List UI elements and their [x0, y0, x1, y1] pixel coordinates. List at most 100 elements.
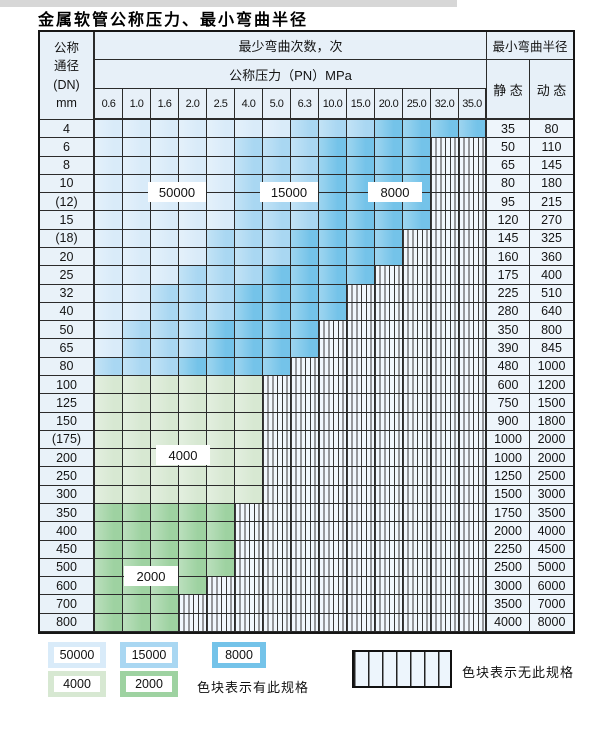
spec-unavailable-cell	[319, 577, 347, 596]
spec-unavailable-cell	[459, 376, 487, 395]
spec-unavailable-cell	[291, 540, 319, 559]
spec-unavailable-cell	[291, 467, 319, 486]
spec-available-cell	[207, 412, 235, 431]
pn-column-header: 35.0	[459, 89, 487, 120]
dn-row-label: 6	[40, 138, 95, 157]
spec-available-cell	[235, 266, 263, 285]
spec-available-cell	[179, 211, 207, 230]
static-radius-value: 480	[487, 357, 530, 376]
spec-available-cell	[151, 394, 179, 413]
spec-available-cell	[123, 156, 151, 175]
spec-unavailable-cell	[459, 595, 487, 614]
spec-available-cell	[151, 211, 179, 230]
spec-available-cell	[179, 394, 207, 413]
spec-available-cell	[179, 229, 207, 248]
spec-unavailable-cell	[431, 211, 459, 230]
spec-available-cell	[95, 412, 123, 431]
spec-unavailable-cell	[375, 449, 403, 468]
spec-available-cell	[319, 156, 347, 175]
spec-unavailable-cell	[235, 595, 263, 614]
spec-available-cell	[235, 302, 263, 322]
spec-unavailable-cell	[347, 284, 375, 303]
static-radius-value: 3000	[487, 577, 530, 596]
pn-column-header: 2.0	[179, 89, 207, 120]
spec-available-cell	[235, 138, 263, 157]
spec-unavailable-cell	[459, 449, 487, 468]
legend-available-label: 色块表示有此规格	[197, 680, 310, 695]
dynamic-radius-value: 7000	[530, 595, 573, 614]
spec-available-cell	[95, 284, 123, 303]
spec-available-cell	[319, 266, 347, 285]
spec-unavailable-cell	[375, 376, 403, 395]
dynamic-radius-value: 1000	[530, 357, 573, 376]
spec-unavailable-cell	[319, 522, 347, 541]
dn-row-label: 20	[40, 248, 95, 267]
spec-available-cell	[319, 229, 347, 248]
spec-unavailable-cell	[207, 577, 235, 596]
spec-available-cell	[235, 467, 263, 486]
dn-row-label: 25	[40, 266, 95, 285]
spec-unavailable-cell	[291, 522, 319, 541]
spec-unavailable-cell	[403, 284, 431, 303]
spec-unavailable-cell	[459, 467, 487, 486]
pn-column-header: 2.5	[207, 89, 235, 120]
dynamic-radius-value: 1200	[530, 376, 573, 395]
spec-unavailable-cell	[263, 376, 291, 395]
header-dn-line: (DN)	[53, 77, 80, 92]
spec-unavailable-cell	[459, 394, 487, 413]
static-radius-value: 65	[487, 156, 530, 175]
spec-available-cell	[207, 540, 235, 559]
static-radius-value: 2000	[487, 522, 530, 541]
spec-unavailable-cell	[347, 595, 375, 614]
dn-row-label: 10	[40, 174, 95, 194]
spec-unavailable-cell	[319, 613, 347, 632]
spec-unavailable-cell	[403, 266, 431, 285]
dn-row-label: 4	[40, 120, 95, 139]
spec-available-cell	[207, 284, 235, 303]
spec-available-cell	[95, 174, 123, 194]
static-radius-value: 145	[487, 229, 530, 248]
spec-unavailable-cell	[319, 540, 347, 559]
dynamic-radius-value: 3000	[530, 485, 573, 504]
spec-unavailable-cell	[207, 595, 235, 614]
dn-row-label: 450	[40, 540, 95, 559]
spec-available-cell	[95, 540, 123, 559]
static-radius-value: 225	[487, 284, 530, 303]
dynamic-radius-value: 510	[530, 284, 573, 303]
spec-unavailable-cell	[375, 284, 403, 303]
spec-unavailable-cell	[347, 321, 375, 340]
dynamic-radius-value: 640	[530, 302, 573, 322]
spec-unavailable-cell	[319, 339, 347, 358]
spec-unavailable-cell	[459, 339, 487, 358]
spec-available-cell	[151, 156, 179, 175]
spec-available-cell	[263, 120, 291, 139]
spec-available-cell	[95, 613, 123, 632]
spec-available-cell	[151, 229, 179, 248]
spec-available-cell	[123, 229, 151, 248]
dynamic-radius-value: 6000	[530, 577, 573, 596]
spec-available-cell	[403, 120, 431, 139]
legend-striped-swatch	[352, 650, 452, 688]
spec-available-cell	[123, 321, 151, 340]
spec-unavailable-cell	[291, 595, 319, 614]
spec-available-cell	[123, 138, 151, 157]
spec-unavailable-cell	[431, 394, 459, 413]
spec-unavailable-cell	[319, 430, 347, 450]
spec-unavailable-cell	[431, 412, 459, 431]
spec-available-cell	[123, 504, 151, 523]
spec-available-cell	[123, 174, 151, 194]
dynamic-radius-value: 110	[530, 138, 573, 157]
spec-available-cell	[151, 120, 179, 139]
spec-available-cell	[207, 357, 235, 376]
dn-row-label: 350	[40, 504, 95, 523]
dynamic-radius-value: 8000	[530, 613, 573, 632]
spec-unavailable-cell	[459, 229, 487, 248]
spec-available-cell	[319, 120, 347, 139]
dn-row-label: 700	[40, 595, 95, 614]
spec-available-cell	[263, 266, 291, 285]
spec-available-cell	[151, 595, 179, 614]
spec-unavailable-cell	[431, 193, 459, 212]
static-radius-value: 1500	[487, 485, 530, 504]
spec-unavailable-cell	[319, 321, 347, 340]
dn-row-label: 600	[40, 577, 95, 596]
